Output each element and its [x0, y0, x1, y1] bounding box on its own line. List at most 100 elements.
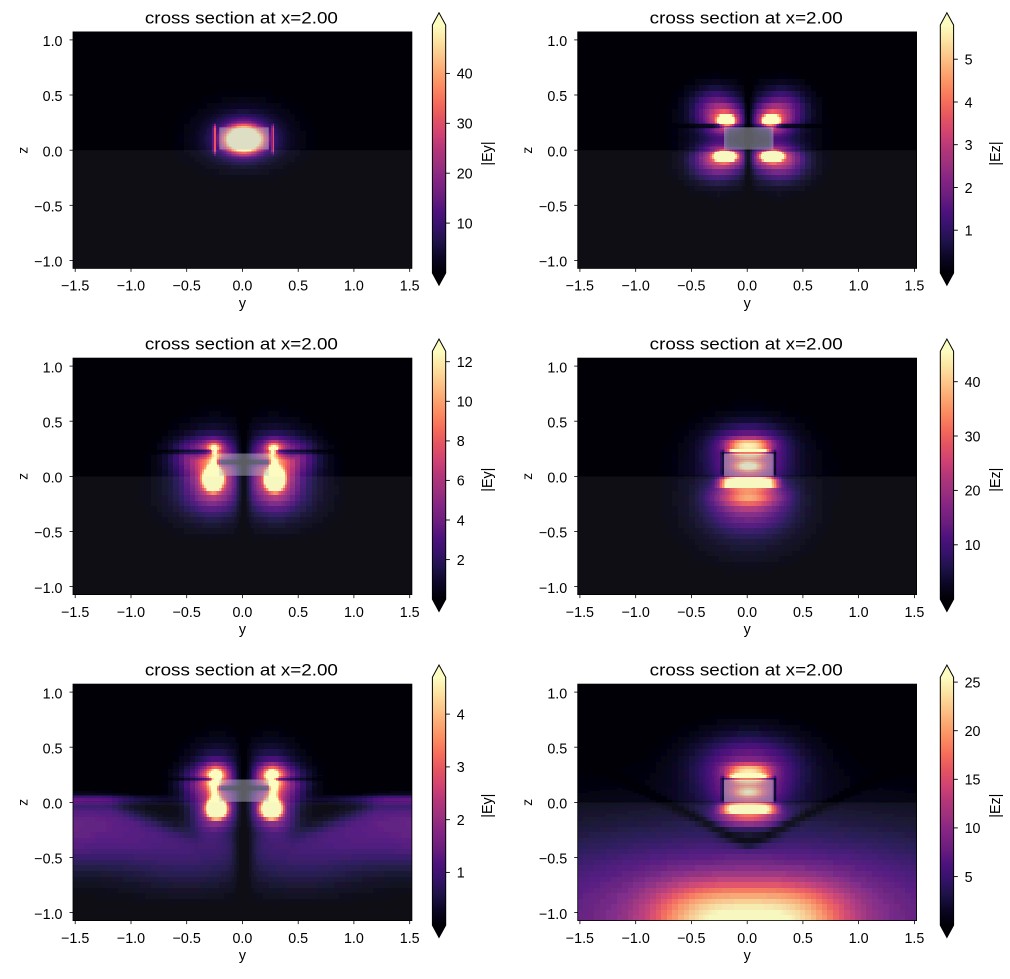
svg-text:25: 25 — [965, 675, 981, 691]
svg-text:|Ez|: |Ez| — [988, 141, 1004, 165]
svg-text:y: y — [744, 296, 752, 312]
svg-text:1.5: 1.5 — [904, 931, 924, 947]
svg-text:−0.5: −0.5 — [677, 931, 705, 947]
svg-text:−0.5: −0.5 — [173, 605, 201, 621]
svg-text:3: 3 — [965, 138, 973, 154]
svg-text:y: y — [744, 948, 752, 964]
svg-text:0.0: 0.0 — [43, 797, 63, 813]
svg-text:1: 1 — [965, 224, 973, 240]
svg-text:0.0: 0.0 — [232, 605, 252, 621]
svg-text:5: 5 — [965, 53, 973, 69]
svg-text:−1.5: −1.5 — [566, 931, 594, 947]
svg-text:−1.0: −1.0 — [34, 907, 62, 923]
svg-text:−0.5: −0.5 — [34, 852, 62, 868]
svg-text:1.0: 1.0 — [547, 360, 567, 376]
svg-text:y: y — [744, 622, 752, 638]
svg-text:−1.0: −1.0 — [117, 931, 145, 947]
svg-text:−1.0: −1.0 — [117, 605, 145, 621]
svg-text:0.5: 0.5 — [288, 279, 308, 295]
svg-text:−0.5: −0.5 — [677, 279, 705, 295]
svg-text:0.5: 0.5 — [43, 741, 63, 757]
svg-text:12: 12 — [457, 355, 473, 371]
svg-text:2: 2 — [965, 181, 973, 197]
svg-text:−0.5: −0.5 — [677, 605, 705, 621]
svg-text:1.0: 1.0 — [43, 360, 63, 376]
svg-text:40: 40 — [965, 375, 981, 391]
svg-text:20: 20 — [965, 724, 981, 740]
svg-text:−1.0: −1.0 — [539, 581, 567, 597]
svg-text:y: y — [239, 296, 247, 312]
svg-text:30: 30 — [457, 117, 473, 133]
svg-text:10: 10 — [965, 538, 981, 554]
svg-text:cross section at x=2.00: cross section at x=2.00 — [650, 335, 843, 354]
svg-text:1.5: 1.5 — [400, 931, 420, 947]
svg-text:10: 10 — [457, 395, 473, 411]
svg-text:0.0: 0.0 — [43, 144, 63, 160]
svg-text:1.0: 1.0 — [849, 279, 869, 295]
svg-text:−1.0: −1.0 — [622, 279, 650, 295]
svg-text:z: z — [519, 799, 535, 806]
svg-text:−0.5: −0.5 — [34, 200, 62, 216]
svg-text:2: 2 — [457, 813, 465, 829]
svg-text:10: 10 — [457, 216, 473, 232]
svg-text:z: z — [519, 147, 535, 154]
svg-text:y: y — [239, 622, 247, 638]
svg-text:0.5: 0.5 — [288, 605, 308, 621]
svg-text:1.5: 1.5 — [904, 279, 924, 295]
svg-text:z: z — [15, 473, 31, 480]
svg-text:−1.5: −1.5 — [61, 605, 89, 621]
svg-text:1.0: 1.0 — [849, 931, 869, 947]
svg-text:0.5: 0.5 — [793, 931, 813, 947]
svg-text:−1.5: −1.5 — [61, 931, 89, 947]
svg-text:1.5: 1.5 — [400, 605, 420, 621]
svg-text:0.5: 0.5 — [547, 89, 567, 105]
svg-text:|Ez|: |Ez| — [988, 794, 1004, 818]
svg-text:cross section at x=2.00: cross section at x=2.00 — [145, 9, 338, 28]
svg-text:1.0: 1.0 — [43, 686, 63, 702]
svg-text:4: 4 — [457, 513, 465, 529]
svg-text:−0.5: −0.5 — [539, 200, 567, 216]
svg-text:0.0: 0.0 — [737, 931, 757, 947]
svg-text:2: 2 — [457, 553, 465, 569]
svg-text:0.5: 0.5 — [793, 605, 813, 621]
svg-text:1.5: 1.5 — [400, 279, 420, 295]
svg-text:0.0: 0.0 — [232, 931, 252, 947]
svg-text:1.0: 1.0 — [344, 279, 364, 295]
svg-text:0.0: 0.0 — [737, 605, 757, 621]
svg-text:−0.5: −0.5 — [539, 852, 567, 868]
svg-text:1.0: 1.0 — [344, 931, 364, 947]
svg-text:1: 1 — [457, 866, 465, 882]
svg-text:−0.5: −0.5 — [173, 931, 201, 947]
svg-text:cross section at x=2.00: cross section at x=2.00 — [145, 335, 338, 354]
svg-text:1.0: 1.0 — [43, 34, 63, 50]
svg-text:−0.5: −0.5 — [34, 526, 62, 542]
svg-text:0.0: 0.0 — [547, 144, 567, 160]
svg-text:0.0: 0.0 — [547, 471, 567, 487]
svg-text:0.5: 0.5 — [43, 89, 63, 105]
svg-text:0.5: 0.5 — [288, 931, 308, 947]
svg-text:1.0: 1.0 — [547, 34, 567, 50]
svg-text:−1.0: −1.0 — [539, 255, 567, 271]
svg-text:−0.5: −0.5 — [173, 279, 201, 295]
svg-text:cross section at x=2.00: cross section at x=2.00 — [145, 661, 338, 680]
svg-text:1.0: 1.0 — [849, 605, 869, 621]
svg-text:−1.0: −1.0 — [34, 581, 62, 597]
svg-text:−1.0: −1.0 — [622, 605, 650, 621]
svg-text:0.5: 0.5 — [793, 279, 813, 295]
svg-text:−1.5: −1.5 — [61, 279, 89, 295]
svg-text:|Ey|: |Ey| — [480, 141, 496, 165]
svg-text:4: 4 — [457, 707, 465, 723]
svg-text:0.0: 0.0 — [737, 279, 757, 295]
svg-text:1.5: 1.5 — [904, 605, 924, 621]
svg-text:10: 10 — [965, 821, 981, 837]
svg-text:6: 6 — [457, 474, 465, 490]
svg-text:−1.0: −1.0 — [34, 255, 62, 271]
svg-text:15: 15 — [965, 773, 981, 789]
svg-text:|Ey|: |Ey| — [480, 468, 496, 492]
svg-text:0.5: 0.5 — [547, 741, 567, 757]
svg-text:4: 4 — [965, 95, 973, 111]
svg-text:0.0: 0.0 — [232, 279, 252, 295]
svg-text:0.0: 0.0 — [547, 797, 567, 813]
svg-text:z: z — [15, 799, 31, 806]
svg-text:0.5: 0.5 — [547, 415, 567, 431]
